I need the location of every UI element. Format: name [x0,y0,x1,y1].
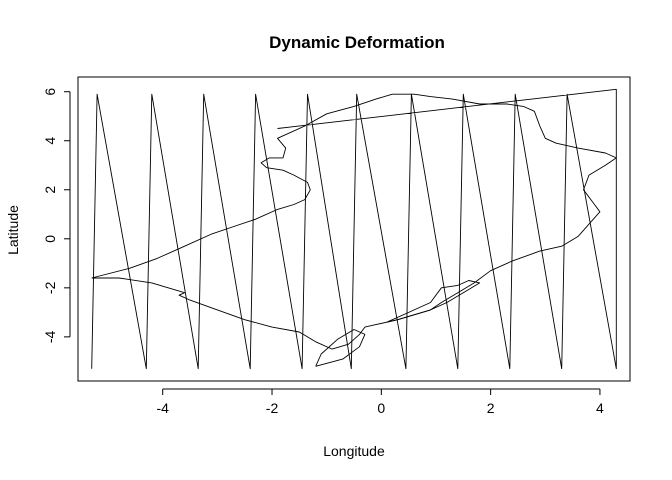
y-tick-label: 0 [42,235,58,243]
data-layer [91,88,617,370]
y-tick-label: 6 [42,88,58,96]
x-tick-label: -4 [156,400,169,416]
x-axis-label: Longitude [323,443,385,459]
plot-frame [77,76,631,382]
x-tick-label: 4 [596,400,604,416]
y-axis-label: Latitude [5,205,21,255]
series-line-2 [91,93,617,350]
y-axis: -4 -2 0 2 4 6 [42,88,71,343]
y-tick-label: 2 [42,186,58,194]
x-tick-label: 2 [487,400,495,416]
y-tick-label: -4 [42,330,58,343]
series-line-3 [386,280,481,323]
series-line-4 [315,329,366,367]
y-tick-label: -2 [42,281,58,294]
x-axis: -4 -2 0 2 4 [156,388,604,416]
x-tick-label: 0 [377,400,385,416]
x-tick-label: -2 [266,400,279,416]
y-tick-label: 4 [42,137,58,145]
chart-title: Dynamic Deformation [269,33,445,52]
series-line-1 [91,88,617,370]
